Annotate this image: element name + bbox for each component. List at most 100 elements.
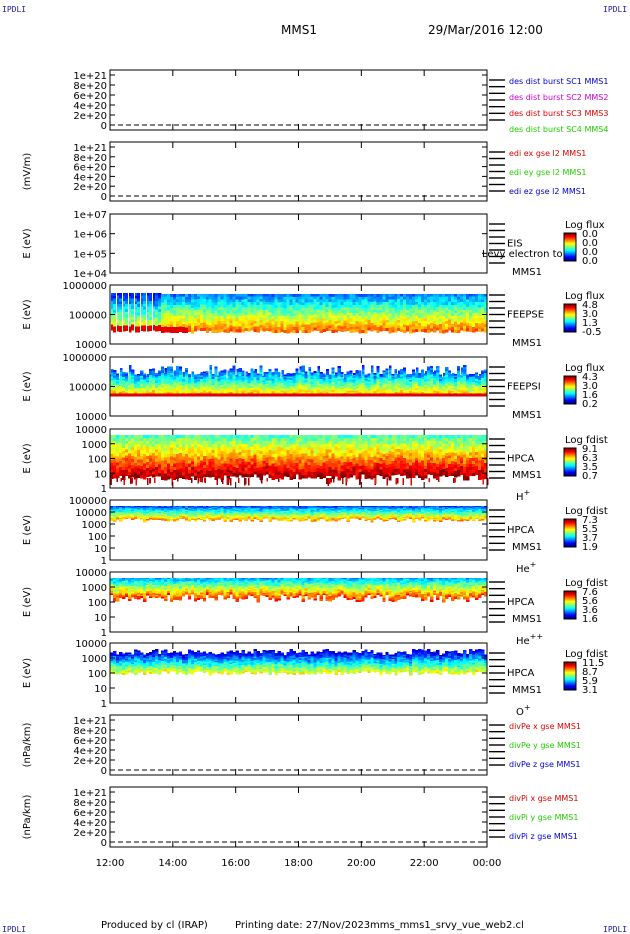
spectrogram-cell (262, 472, 266, 476)
spectrogram-cell (199, 460, 204, 464)
spectrogram-cell (241, 315, 246, 319)
spectrogram-cell (223, 377, 228, 380)
spectrogram-cell (406, 386, 410, 389)
spectrogram-cell (229, 473, 234, 477)
spectrogram-cell (235, 459, 240, 463)
spectrogram-cell (259, 444, 263, 449)
spectrogram-cell (304, 385, 308, 388)
spectrogram-cell (205, 464, 210, 469)
spectrogram-cell (316, 389, 320, 393)
spectrogram-cell (175, 370, 180, 373)
spectrogram-cell (223, 440, 228, 444)
spectrogram-cell (367, 324, 371, 328)
spectrogram-cell (157, 306, 162, 310)
spectrogram-cell (373, 382, 377, 385)
spectrogram-cell (325, 325, 329, 329)
spectrogram-cell (262, 320, 266, 324)
spectrogram-cell (412, 373, 416, 376)
spectrogram-cell (139, 311, 144, 315)
spectrogram-cell (133, 472, 138, 477)
spectrogram-cell (280, 304, 284, 308)
spectrogram-cell (328, 322, 332, 326)
spectrogram-cell (199, 328, 204, 332)
spectrogram-cell (169, 324, 174, 328)
spectrogram-cell (202, 435, 207, 439)
spectrogram-cell (304, 471, 308, 476)
data-gap (136, 365, 138, 374)
spectrogram-cell (364, 380, 368, 383)
spectrogram-cell (118, 374, 123, 377)
spectrogram-cell (406, 374, 410, 377)
y-tick-label: 2e+20 (73, 111, 107, 122)
spectrogram-cell (373, 384, 377, 387)
spectrogram-cell (457, 381, 461, 384)
spectrogram-cell (475, 380, 479, 383)
spectrogram-cell (199, 294, 204, 298)
spectrogram-cell (286, 391, 290, 394)
spectrogram-cell (139, 468, 144, 473)
spectrogram-cell (163, 441, 168, 446)
spectrogram-cell (322, 471, 326, 475)
spectrogram-cell (253, 386, 258, 389)
spectrogram-cell (142, 460, 147, 464)
spectrogram-cell (259, 374, 263, 377)
spectrogram-cell (457, 299, 461, 303)
spectrogram-cell (196, 471, 201, 475)
spectrogram-cell (166, 302, 171, 306)
spectrogram-cell (424, 312, 428, 317)
spectrogram-cell (217, 312, 222, 317)
spectrogram-cell (178, 321, 183, 325)
spectrogram-cell (124, 466, 129, 471)
spectrogram-cell (310, 462, 314, 467)
spectrogram-cell (295, 384, 299, 387)
spectrogram-cell (157, 317, 162, 321)
spectrogram-cell (166, 294, 171, 298)
spectrogram-cell (298, 374, 302, 378)
spectrogram-cell (181, 385, 186, 388)
spectrogram-cell (355, 392, 359, 395)
spectrogram-cell (205, 385, 210, 388)
spectrogram-cell (142, 306, 147, 310)
spectrogram-cell (247, 435, 252, 439)
spectrogram-cell (181, 324, 186, 328)
spectrogram-cell (229, 301, 234, 305)
spectrogram-cell (286, 435, 290, 439)
spectrogram-cell (472, 296, 476, 300)
spectrogram-cell (121, 295, 126, 299)
spectrogram-cell (433, 385, 437, 388)
spectrogram-cell (406, 381, 410, 384)
spectrogram-cell (373, 314, 377, 318)
spectrogram-cell (205, 376, 210, 379)
spectrogram-cell (268, 317, 272, 321)
spectrogram-cell (115, 381, 120, 384)
spectrogram-cell (331, 438, 335, 442)
spectrogram-cell (142, 441, 147, 445)
spectrogram-cell (157, 325, 162, 329)
spectrogram-cell (328, 435, 332, 439)
spectrogram-cell (196, 301, 201, 305)
spectrogram-cell (259, 324, 263, 328)
spectrogram-cell (481, 309, 485, 313)
spectrogram-cell (337, 315, 341, 319)
spectrogram-cell (421, 379, 425, 382)
spectrogram-cell (424, 302, 428, 306)
spectrogram-cell (232, 440, 237, 445)
y-axis-label: E (eV) (22, 228, 33, 258)
spectrogram-cell (229, 325, 234, 329)
spectrogram-cell (265, 390, 269, 393)
spectrogram-cell (427, 318, 431, 323)
spectrogram-cell (223, 435, 228, 439)
colorbar-step (564, 381, 576, 383)
spectrogram-cell (148, 446, 153, 451)
spectrogram-cell (271, 438, 275, 442)
spectrogram-cell (289, 391, 293, 394)
colorbar-step (564, 326, 576, 328)
spectrogram-cell (337, 322, 341, 326)
spectrogram-cell (217, 385, 222, 388)
spectrogram-cell (208, 384, 213, 388)
spectrogram-cell (481, 386, 485, 390)
spectrogram-cell (379, 380, 383, 383)
legend-entry: des dist burst SC1 MMS1 (509, 77, 608, 86)
spectrogram-cell (259, 460, 263, 465)
spectrogram-cell (409, 324, 413, 328)
